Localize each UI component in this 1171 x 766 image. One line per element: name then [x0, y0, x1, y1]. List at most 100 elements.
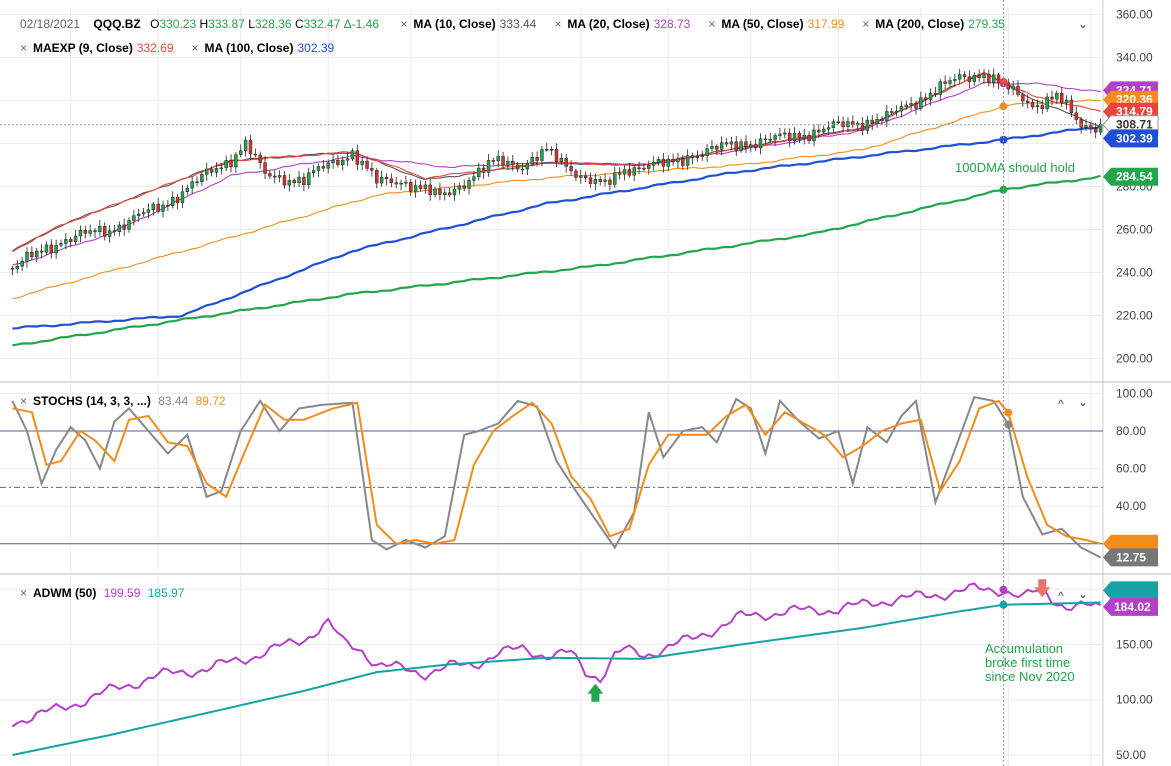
candle-body	[749, 144, 753, 148]
candle-body	[365, 160, 369, 169]
candle-body	[880, 119, 884, 121]
study-legend-item[interactable]: × MA (50, Close) 317.99	[690, 17, 844, 31]
candle-body	[1045, 96, 1049, 109]
candle-body	[345, 158, 350, 161]
candle-body	[758, 138, 763, 149]
study-value: 317.99	[807, 17, 845, 31]
price-badge-shape	[1103, 167, 1158, 186]
candle-body	[384, 176, 389, 180]
price-badge: 302.39	[1103, 129, 1158, 148]
candle-body	[326, 162, 330, 169]
candle-body	[292, 180, 296, 184]
candle-body	[671, 158, 675, 163]
candle-body	[933, 92, 938, 95]
adwm-line-0	[11, 582, 1102, 728]
study-value: 332.69	[136, 41, 174, 55]
candle-body	[1030, 102, 1035, 108]
candle-body	[545, 149, 549, 151]
candle-body	[753, 144, 758, 149]
candle-body	[705, 148, 709, 156]
study-remove-icon[interactable]: ×	[20, 41, 28, 55]
study-label: MA (50, Close)	[721, 17, 804, 31]
y-tick-label: 260.00	[1116, 222, 1153, 236]
candle-body	[685, 155, 690, 166]
candle-body	[865, 119, 870, 131]
candle-body	[78, 230, 83, 237]
price-badge-label: 302.39	[1116, 131, 1153, 145]
price-panel-collapse-icon[interactable]: ⌄	[1078, 17, 1089, 31]
y-tick-label: 240.00	[1116, 265, 1153, 279]
adwm-label: ADWM (50)	[33, 586, 97, 600]
candle-body	[180, 191, 185, 204]
ohlc-o-label: O	[150, 17, 160, 31]
stoch-move-up-icon[interactable]: ^	[1058, 397, 1064, 411]
candle-body	[1094, 128, 1098, 133]
candle-body	[185, 187, 190, 192]
candle-body	[472, 176, 476, 181]
study-remove-icon[interactable]: ×	[191, 41, 199, 55]
candle-body	[778, 133, 782, 136]
study-legend-item[interactable]: × MA (100, Close) 302.39	[174, 41, 335, 55]
study-label: MA (20, Close)	[567, 17, 650, 31]
candle-body	[336, 159, 340, 166]
crosshair-dot	[999, 585, 1008, 594]
crosshair-dot	[999, 102, 1008, 111]
candle-body	[681, 158, 685, 166]
study-remove-icon[interactable]: ×	[862, 17, 870, 31]
candle-body	[603, 179, 607, 182]
candle-body	[443, 192, 447, 195]
stoch-remove-icon[interactable]: ×	[20, 394, 28, 408]
study-remove-icon[interactable]: ×	[708, 17, 716, 31]
candle-body	[797, 133, 802, 139]
candle-body	[953, 78, 957, 81]
candle-body	[321, 166, 326, 169]
adwm-badge-label: 184.02	[1114, 600, 1151, 614]
candle-body	[991, 74, 996, 83]
candle-body	[467, 180, 471, 189]
up-arrow-icon	[587, 683, 604, 702]
adwm-move-up-icon[interactable]: ^	[1058, 589, 1064, 603]
candle-body	[792, 133, 797, 141]
candle-body	[957, 74, 962, 80]
y-tick-label: 50.00	[1116, 748, 1146, 762]
study-legend-item[interactable]: × MA (10, Close) 333.44	[382, 17, 536, 31]
candle-body	[98, 226, 102, 233]
study-legend-item[interactable]: × MAEXP (9, Close) 332.69	[20, 41, 174, 55]
candle-body	[564, 157, 568, 167]
candle-body	[700, 155, 704, 157]
price-badge-label: 314.79	[1116, 105, 1153, 119]
candle-body	[141, 212, 146, 215]
study-remove-icon[interactable]: ×	[400, 17, 408, 31]
candle-body	[355, 150, 360, 165]
candle-body	[418, 185, 423, 189]
candle-body	[331, 159, 335, 163]
study-label: MA (100, Close)	[204, 41, 294, 55]
candle-body	[122, 224, 126, 230]
crosshair-dot	[1004, 408, 1013, 417]
study-legend-item[interactable]: × MA (20, Close) 328.73	[536, 17, 690, 31]
adwm-move-down-icon[interactable]: ⌄	[1078, 587, 1089, 601]
candle-body	[569, 166, 573, 172]
candle-body	[651, 162, 656, 166]
stoch-k-value: 83.44	[158, 394, 189, 408]
stoch-move-down-icon[interactable]: ⌄	[1078, 395, 1089, 409]
candle-body	[428, 184, 432, 195]
candle-body	[1006, 82, 1010, 90]
study-legend-item[interactable]: × MA (200, Close) 279.35	[844, 17, 1005, 31]
candle-body	[982, 73, 986, 78]
candle-body	[30, 251, 34, 258]
candle-body	[15, 265, 19, 270]
candle-body	[229, 160, 233, 168]
candle-body	[909, 103, 913, 106]
stoch-line-k	[11, 396, 1102, 559]
price-badge: 308.71	[1102, 115, 1159, 135]
candle-body	[268, 173, 272, 177]
candle-body	[277, 175, 282, 178]
candle-body	[175, 197, 180, 204]
candle-body	[10, 267, 15, 270]
study-remove-icon[interactable]: ×	[554, 17, 562, 31]
candle-body	[307, 172, 311, 185]
candle-body	[904, 104, 908, 107]
adwm-remove-icon[interactable]: ×	[20, 586, 28, 600]
